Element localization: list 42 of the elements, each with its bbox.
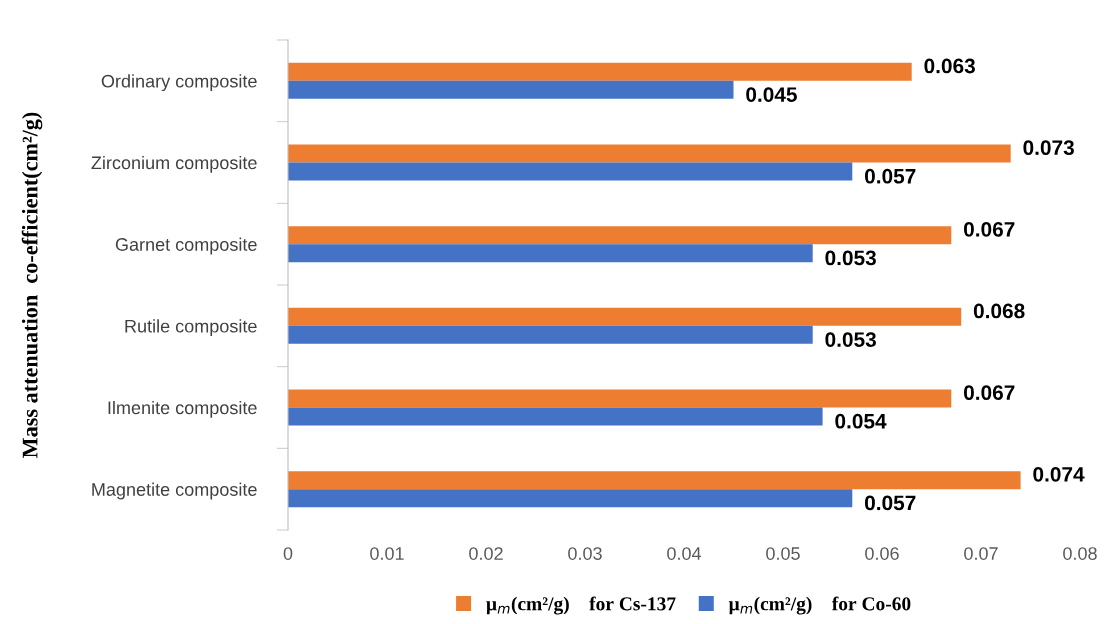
y-tick-label: Magnetite composite (92, 482, 257, 500)
bar (288, 80, 734, 99)
bar (288, 226, 952, 245)
legend-label: μ$_{m}$(cm²/g) for Co-60 (728, 596, 911, 615)
bar (288, 389, 952, 408)
data-label: 0.074 (1033, 466, 1085, 482)
data-label: 0.073 (1023, 140, 1074, 156)
y-tick-label: Zirconium composite (91, 155, 257, 173)
bar (288, 489, 853, 508)
data-label: 0.057 (865, 168, 916, 184)
data-label: 0.054 (835, 413, 887, 429)
x-tick-label: 0.05 (766, 547, 800, 560)
data-label: 0.053 (825, 332, 876, 347)
bar (288, 144, 1011, 163)
data-label: 0.057 (865, 495, 916, 511)
bar (288, 62, 912, 81)
x-tick-label: 0.04 (667, 547, 702, 560)
data-label: 0.067 (964, 385, 1015, 401)
bar (288, 325, 813, 344)
bar (288, 407, 823, 426)
y-tick-label: Ordinary composite (101, 74, 257, 92)
bar (288, 307, 962, 326)
legend-label: μ$_{m}$(cm²/g) for Cs-137 (486, 596, 676, 615)
data-label: 0.045 (746, 87, 797, 102)
x-tick-label: 0.01 (370, 547, 404, 560)
x-tick-label: 0.06 (865, 547, 899, 560)
y-tick-label: Ilmenite composite (108, 400, 257, 418)
bar (288, 244, 813, 263)
bar (288, 471, 1021, 490)
x-tick-label: 0.08 (1063, 547, 1097, 560)
x-tick-label: 0.02 (469, 547, 503, 560)
bar (288, 162, 853, 181)
data-label: 0.053 (825, 250, 876, 266)
data-label: 0.067 (964, 221, 1015, 237)
x-tick-label: 0 (283, 547, 293, 560)
y-axis-title: Mass attenuation co-efficient(cm²/g) (21, 112, 43, 458)
x-tick-label: 0.07 (964, 547, 998, 560)
x-tick-label: 0.03 (568, 547, 602, 560)
data-label: 0.068 (973, 303, 1025, 319)
data-label: 0.063 (924, 58, 975, 74)
y-tick-label: Rutile composite (125, 319, 257, 337)
y-tick-label: Garnet composite (115, 237, 257, 255)
